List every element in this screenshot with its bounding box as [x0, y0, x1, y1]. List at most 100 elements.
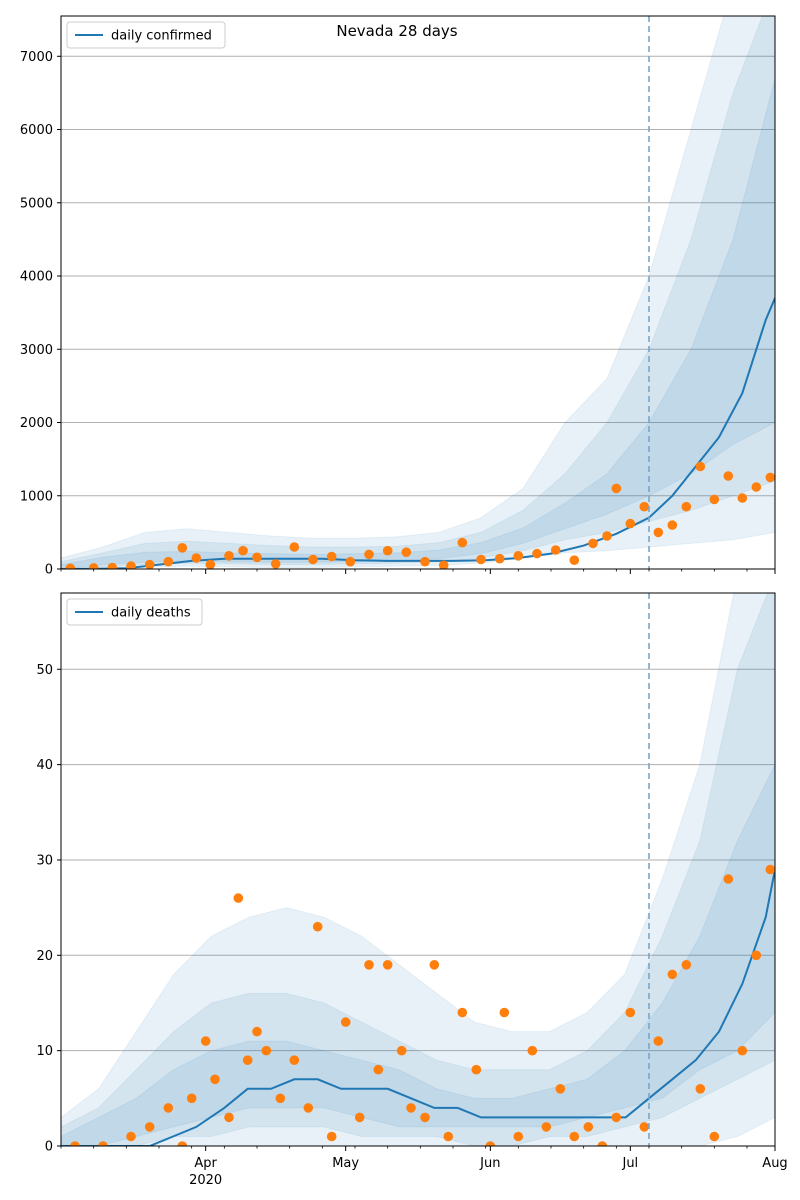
x-tick-label: 2020 — [189, 1173, 222, 1188]
observed-point — [611, 483, 622, 494]
observed-point — [238, 545, 248, 556]
observed-point — [751, 950, 762, 961]
x-tick-label: Aug — [762, 1156, 787, 1171]
x-tick-label: Jun — [479, 1156, 500, 1171]
observed-point — [597, 1141, 608, 1146]
observed-point — [653, 1036, 664, 1046]
observed-point — [429, 960, 440, 970]
observed-point — [765, 864, 775, 875]
series-line — [61, 869, 775, 1146]
plot-frame — [60, 592, 776, 1147]
uncertainty-band — [61, 78, 775, 569]
y-tick-label: 0 — [45, 563, 53, 578]
y-tick-label: 7000 — [20, 50, 53, 65]
legend-label: daily deaths — [111, 606, 191, 621]
x-tick-label: May — [332, 1156, 359, 1171]
observed-point — [499, 1007, 510, 1018]
observed-point — [457, 537, 468, 548]
legend: daily confirmed — [66, 21, 226, 49]
uncertainty-band — [61, 16, 775, 569]
observed-point — [709, 494, 720, 505]
observed-point — [224, 1112, 234, 1123]
chart-deaths: 0 10 20 30 40 50 Apr 2020 May Jun Jul Aug daily deat… — [36, 592, 788, 1188]
observed-point — [340, 1017, 351, 1027]
observed-point — [364, 549, 374, 560]
legend-label: daily confirmed — [111, 29, 212, 44]
observed-point — [382, 545, 393, 556]
observed-point — [364, 960, 374, 970]
observed-point — [583, 1122, 594, 1132]
observed-point — [485, 1141, 496, 1146]
observed-point — [186, 1093, 197, 1104]
y-tick-label: 0 — [45, 1140, 53, 1155]
legend-box — [66, 21, 226, 49]
plot-area — [61, 593, 775, 1146]
observed-point — [420, 1112, 430, 1123]
observed-point — [373, 1064, 384, 1075]
observed-point — [406, 1103, 416, 1113]
observed-point — [695, 1084, 706, 1094]
observed-point — [639, 501, 650, 512]
observed-point — [326, 1131, 337, 1142]
observed-point — [569, 555, 580, 565]
observed-point — [723, 874, 734, 884]
uncertainty-band — [61, 593, 775, 1146]
observed-point — [438, 560, 449, 569]
observed-point — [396, 1045, 407, 1056]
observed-point — [625, 1007, 636, 1018]
y-tick-label: 50 — [36, 663, 53, 678]
observed-point — [233, 893, 244, 903]
observed-point — [681, 960, 692, 970]
observed-point — [494, 553, 505, 564]
observed-point — [270, 559, 281, 569]
observed-point — [326, 551, 337, 562]
observed-point — [667, 969, 678, 980]
observed-point — [163, 556, 174, 567]
observed-point — [275, 1093, 286, 1104]
observed-point — [550, 545, 561, 555]
observed-point — [200, 1036, 211, 1046]
uncertainty-band — [61, 764, 775, 1146]
observed-point — [443, 1131, 454, 1142]
observed-point — [107, 562, 118, 569]
observed-point — [126, 561, 136, 569]
plot-area — [61, 16, 775, 569]
observed-point — [457, 1007, 468, 1018]
observed-point — [709, 1131, 720, 1142]
observed-point — [345, 556, 356, 567]
chart-confirmed: 0 1000 2000 3000 4000 5000 6000 7000 daily confi… — [20, 15, 776, 578]
x-tick-label: Jul — [621, 1156, 638, 1171]
observed-point — [70, 1141, 80, 1146]
observed-point — [308, 554, 318, 565]
observed-point — [224, 551, 234, 561]
observed-point — [737, 493, 748, 503]
y-tick-label: 3000 — [20, 343, 53, 358]
observed-point — [289, 542, 300, 552]
observed-point — [532, 548, 542, 559]
plot-frame — [60, 15, 776, 570]
observed-point — [751, 482, 762, 492]
observed-point — [252, 552, 262, 563]
observed-point — [625, 518, 636, 529]
observed-point — [476, 554, 486, 565]
observed-point — [555, 1084, 566, 1094]
observed-point — [177, 543, 188, 553]
y-tick-label: 6000 — [20, 123, 53, 138]
x-tick-label: Apr — [194, 1156, 217, 1171]
observed-point — [569, 1131, 580, 1142]
y-tick-label: 4000 — [20, 270, 53, 285]
observed-point — [261, 1045, 272, 1056]
observed-point — [354, 1112, 365, 1123]
legend: daily deaths — [66, 598, 203, 626]
observed-point — [737, 1045, 748, 1056]
observed-point — [163, 1103, 174, 1113]
observed-point — [602, 531, 612, 541]
observed-point — [765, 472, 775, 483]
y-tick-label: 2000 — [20, 416, 53, 431]
y-tick-label: 40 — [36, 758, 53, 773]
observed-point — [252, 1026, 262, 1037]
figure-title: Nevada 28 days — [336, 22, 457, 40]
uncertainty-band — [61, 593, 775, 1146]
observed-point — [513, 551, 524, 561]
y-tick-label: 10 — [36, 1044, 53, 1059]
